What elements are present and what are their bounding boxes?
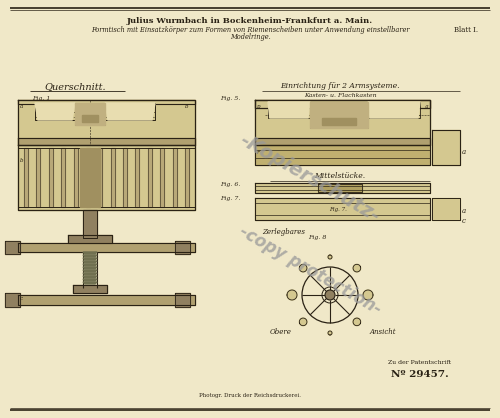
Polygon shape [160,148,164,207]
Text: Fig. 7.: Fig. 7. [220,196,240,201]
Text: b: b [20,158,24,163]
Text: Zerlegbares: Zerlegbares [262,228,305,236]
Polygon shape [318,184,362,192]
Text: Kasten- u. Flachkasten: Kasten- u. Flachkasten [304,93,376,98]
Polygon shape [5,293,20,307]
Polygon shape [83,270,97,272]
Polygon shape [136,148,140,207]
Polygon shape [18,145,195,210]
Polygon shape [83,267,97,269]
Text: Zu der Patentschrift: Zu der Patentschrift [388,360,452,365]
Polygon shape [300,318,307,326]
Polygon shape [175,241,190,254]
Text: Blatt I.: Blatt I. [454,26,478,34]
Text: Julius Wurmbach in Bockenheim-Frankfurt a. Main.: Julius Wurmbach in Bockenheim-Frankfurt … [127,17,373,25]
Polygon shape [61,148,65,207]
Polygon shape [18,243,195,252]
Polygon shape [123,148,127,207]
Polygon shape [74,148,78,207]
Text: a: a [462,207,466,215]
Text: Nº 29457.: Nº 29457. [391,370,449,379]
Text: c: c [462,217,466,225]
Polygon shape [300,264,307,272]
Text: Modelringe.: Modelringe. [230,33,270,41]
Text: Formtisch mit Einsatzkörper zum Formen von Riemenscheiben unter Anwendung einste: Formtisch mit Einsatzkörper zum Formen v… [91,26,409,34]
Text: Fig. 5.: Fig. 5. [220,96,240,101]
Polygon shape [432,198,460,220]
Polygon shape [75,103,105,125]
Polygon shape [148,148,152,207]
Text: Photogr. Druck der Reichsdruckerei.: Photogr. Druck der Reichsdruckerei. [199,393,301,398]
Polygon shape [255,183,430,193]
Polygon shape [432,130,460,165]
Polygon shape [83,261,97,263]
Polygon shape [18,295,195,305]
Polygon shape [328,331,332,335]
Polygon shape [172,148,176,207]
Polygon shape [49,148,53,207]
Polygon shape [255,145,430,165]
Polygon shape [83,255,97,257]
Polygon shape [363,290,373,300]
Polygon shape [35,103,75,120]
Polygon shape [83,210,97,238]
Polygon shape [105,103,155,120]
Text: -Kopierschutz-: -Kopierschutz- [236,130,384,226]
Polygon shape [24,148,28,207]
Text: Mittelstücke.: Mittelstücke. [314,172,366,180]
Text: -copy protection-: -copy protection- [236,222,384,318]
Text: Fig. 7.: Fig. 7. [329,207,347,212]
Polygon shape [82,115,98,122]
Polygon shape [255,138,430,145]
Polygon shape [255,100,430,108]
Polygon shape [73,285,107,293]
Polygon shape [368,102,420,118]
Polygon shape [68,235,112,243]
Text: Fig. 8: Fig. 8 [308,235,326,240]
Text: a: a [462,148,466,156]
Text: Fig. 1: Fig. 1 [32,96,50,101]
Text: b: b [185,104,188,109]
Polygon shape [268,102,310,118]
Polygon shape [36,148,40,207]
Text: Einrichtung für 2 Armsysteme.: Einrichtung für 2 Armsysteme. [280,82,400,90]
Polygon shape [322,118,356,125]
Polygon shape [98,148,102,207]
Polygon shape [83,279,97,281]
Text: Ansicht: Ansicht [370,328,396,336]
Polygon shape [18,100,195,145]
Polygon shape [255,198,430,220]
Polygon shape [83,264,97,266]
Polygon shape [328,255,332,259]
Polygon shape [255,100,430,145]
Text: r: r [257,150,260,155]
Polygon shape [83,252,97,254]
Polygon shape [83,258,97,260]
Polygon shape [83,273,97,275]
Text: c: c [20,296,23,301]
Text: Fig. 6.: Fig. 6. [220,182,240,187]
Polygon shape [83,282,97,284]
Polygon shape [110,148,114,207]
Polygon shape [18,100,195,104]
Text: q: q [425,104,428,109]
Circle shape [325,290,335,300]
Text: Querschnitt.: Querschnitt. [44,82,106,91]
Polygon shape [185,148,189,207]
Polygon shape [353,318,360,326]
Polygon shape [353,264,360,272]
Text: Obere: Obere [270,328,292,336]
Polygon shape [310,102,368,128]
Polygon shape [86,148,90,207]
Text: p: p [257,104,260,109]
Polygon shape [287,290,297,300]
Polygon shape [80,148,100,207]
Text: a: a [20,104,23,109]
Polygon shape [5,241,20,254]
Polygon shape [18,138,195,145]
Polygon shape [83,276,97,278]
Polygon shape [175,293,190,307]
